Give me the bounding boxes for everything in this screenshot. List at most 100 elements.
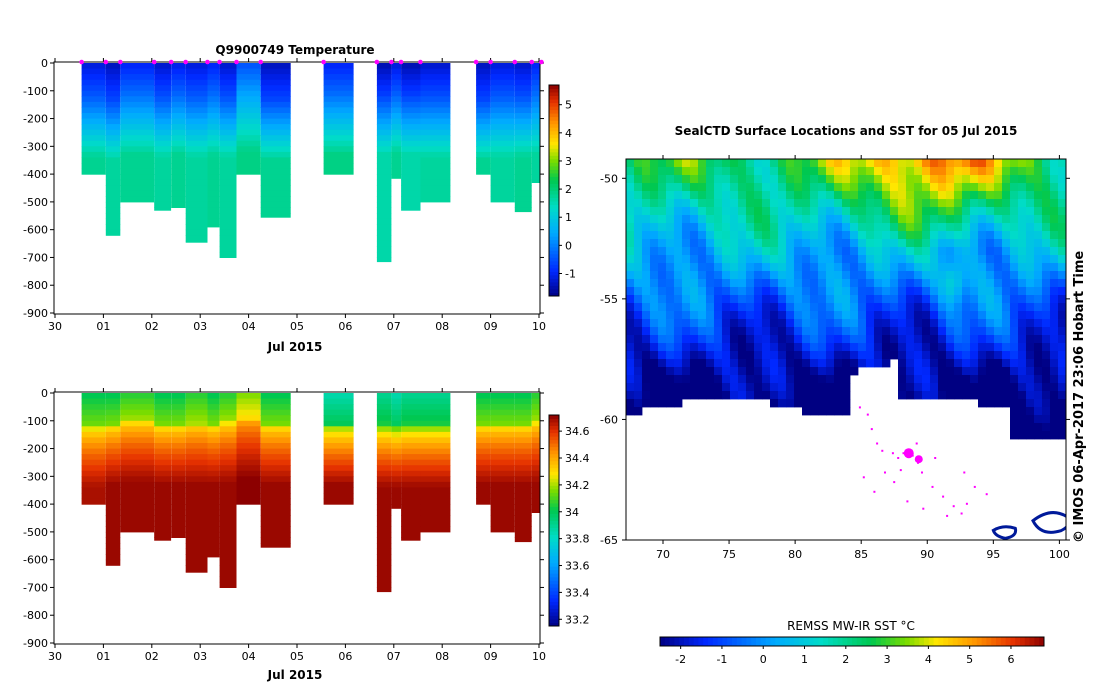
sst-cell	[818, 191, 827, 200]
sst-cell	[690, 375, 699, 384]
sst-cell	[666, 223, 675, 232]
sst-cell	[786, 383, 795, 392]
sst-cell	[930, 295, 939, 304]
sst-cell	[946, 327, 955, 336]
sst-cell	[810, 399, 819, 408]
profile-marker	[103, 59, 109, 65]
profile-marker	[151, 59, 157, 65]
profile-cell	[219, 426, 237, 433]
sst-cell	[690, 271, 699, 280]
sst-cell	[778, 343, 787, 352]
sst-cell	[746, 239, 755, 248]
profile-cell	[171, 113, 186, 120]
sst-cell	[882, 287, 891, 296]
profile-cell	[219, 548, 237, 555]
colorbar-step	[549, 285, 559, 290]
sst-cell	[786, 311, 795, 320]
sst-cell	[1050, 351, 1059, 360]
sst-cell	[746, 191, 755, 200]
profile-cell	[219, 404, 237, 411]
profile-cell	[490, 168, 515, 175]
sst-cell	[722, 279, 731, 288]
profile-cell	[514, 85, 532, 92]
sst-cell	[986, 191, 995, 200]
sst-cell	[770, 207, 779, 216]
sst-cell	[754, 391, 763, 400]
sst-cell	[858, 247, 867, 256]
sst-cell	[658, 359, 667, 368]
sst-colorbar-step	[765, 637, 771, 646]
profile-cell	[514, 135, 532, 142]
sst-cell	[898, 255, 907, 264]
profile-cell	[490, 465, 515, 472]
profile-cell	[490, 443, 515, 450]
sst-cell	[850, 271, 859, 280]
sst-cell	[642, 167, 651, 176]
profile-cell	[154, 190, 172, 197]
sst-cell	[746, 287, 755, 296]
sst-cell	[722, 247, 731, 256]
profile-cell	[323, 470, 354, 477]
profile-cell	[376, 146, 392, 153]
sst-cell	[962, 327, 971, 336]
sst-cell	[810, 383, 819, 392]
sst-cell	[1042, 295, 1051, 304]
sst-cell	[954, 191, 963, 200]
profile-cell	[490, 487, 515, 494]
colorbar-step	[549, 232, 559, 237]
map-x-tick-label: 75	[722, 548, 736, 561]
x-tick-label: 01	[96, 320, 110, 333]
sst-cell	[802, 271, 811, 280]
sst-colorbar-step	[1005, 637, 1011, 646]
profile-cell	[105, 85, 121, 92]
sst-colorbar-step	[1015, 637, 1021, 646]
sst-cell	[682, 159, 691, 168]
sst-cell	[802, 303, 811, 312]
sst-cell	[898, 159, 907, 168]
sst-cell	[898, 191, 907, 200]
sst-cell	[626, 239, 635, 248]
sst-cell	[930, 367, 939, 376]
profile-cell	[219, 251, 237, 258]
sst-cell	[770, 175, 779, 184]
sst-cell	[1018, 223, 1027, 232]
sst-cell	[1026, 415, 1035, 424]
sst-cell	[650, 175, 659, 184]
profile-cell	[185, 213, 208, 220]
sst-cell	[770, 287, 779, 296]
sst-cell	[810, 159, 819, 168]
sst-cell	[978, 391, 987, 400]
profile-marker	[168, 59, 174, 65]
sst-cell	[938, 303, 947, 312]
profile-cell	[236, 459, 261, 466]
sst-cell	[930, 183, 939, 192]
sst-cell	[690, 239, 699, 248]
y-tick-label: -100	[23, 415, 48, 428]
map-x-tick-label: 90	[920, 548, 934, 561]
colorbar-step	[549, 113, 559, 118]
profile-cell	[207, 201, 220, 208]
sst-cell	[810, 183, 819, 192]
profile-cell	[323, 409, 354, 416]
sst-cell	[1010, 263, 1019, 272]
sst-cell	[834, 375, 843, 384]
sst-colorbar-step	[842, 637, 848, 646]
sst-cell	[682, 239, 691, 248]
sst-colorbar-step	[871, 637, 877, 646]
profile-cell	[207, 218, 220, 225]
profile-cell	[154, 454, 172, 461]
sst-cell	[754, 303, 763, 312]
profile-cell	[260, 140, 291, 147]
sst-cell	[730, 183, 739, 192]
sst-cell	[874, 279, 883, 288]
sst-cell	[874, 287, 883, 296]
profile-cell	[376, 509, 392, 516]
sst-cell	[954, 223, 963, 232]
sst-colorbar-step	[1029, 637, 1035, 646]
colorbar-step	[549, 144, 559, 149]
sst-cell	[674, 159, 683, 168]
profile-cell	[207, 135, 220, 142]
sst-cell	[858, 335, 867, 344]
sst-cell	[650, 207, 659, 216]
